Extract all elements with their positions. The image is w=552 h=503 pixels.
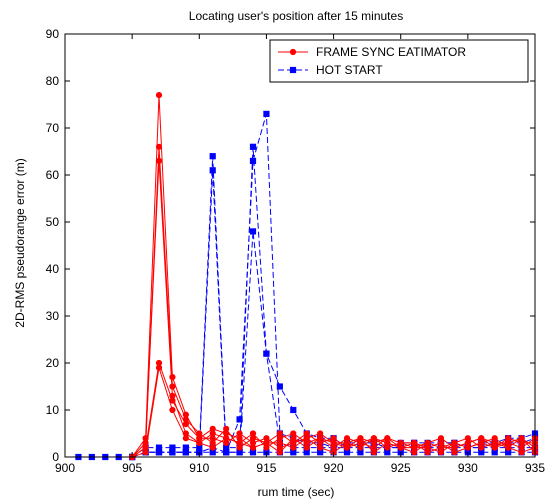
data-point (155, 92, 163, 99)
data-point (290, 430, 297, 437)
x-tick-label: 905 (122, 461, 142, 475)
data-point (317, 439, 324, 446)
data-point (223, 435, 230, 442)
data-point (155, 364, 163, 371)
data-point (263, 439, 270, 446)
y-tick-label: 50 (46, 215, 60, 229)
data-point (424, 449, 431, 456)
plot-frame (64, 33, 536, 458)
data-point (437, 435, 445, 442)
data-point (182, 421, 189, 428)
data-point (370, 439, 377, 446)
y-tick-label: 80 (46, 74, 60, 88)
data-point (236, 430, 243, 437)
data-point (290, 444, 297, 451)
data-point (424, 439, 431, 446)
data-point (518, 444, 525, 451)
data-point (397, 444, 404, 451)
data-point (209, 435, 216, 442)
data-point (263, 350, 270, 357)
data-point (142, 449, 149, 456)
data-point (169, 449, 176, 456)
data-point (249, 157, 257, 165)
y-tick-label: 60 (46, 168, 60, 182)
legend: FRAME SYNC EATIMATOR HOT START (269, 39, 529, 83)
x-axis-label: rum time (sec) (258, 485, 335, 499)
data-point (182, 449, 189, 456)
data-point (343, 439, 351, 446)
data-point (384, 444, 391, 451)
x-tick-label: 930 (458, 461, 478, 475)
chart-title: Locating user's position after 15 minute… (189, 9, 403, 23)
data-point (505, 444, 512, 451)
y-tick-label: 90 (46, 27, 60, 41)
x-tick-label: 915 (256, 461, 276, 475)
legend-marker (289, 48, 297, 56)
data-point (276, 383, 283, 390)
data-point (249, 228, 257, 235)
x-tick-label: 900 (55, 461, 75, 475)
data-point (196, 439, 203, 446)
data-point (223, 425, 230, 432)
x-tick-label: 910 (189, 461, 209, 475)
data-point (236, 416, 243, 423)
series-frame-sync-eatimator (129, 92, 539, 461)
data-point (236, 439, 243, 446)
y-tick-label: 0 (52, 450, 59, 464)
y-tick-label: 20 (46, 356, 60, 370)
data-point (249, 430, 257, 437)
data-point (209, 167, 216, 174)
data-point (249, 444, 257, 451)
data-point (276, 439, 283, 446)
data-point (263, 110, 270, 118)
data-point (223, 449, 230, 456)
y-tick-label: 30 (46, 309, 60, 323)
data-point (478, 435, 485, 442)
x-tick-label: 920 (324, 461, 344, 475)
data-point (357, 435, 364, 442)
data-point (249, 143, 257, 150)
data-point (290, 406, 297, 414)
y-tick-label: 10 (46, 403, 60, 417)
y-tick-label: 40 (46, 262, 60, 276)
data-point (155, 449, 163, 456)
x-tick-label: 925 (391, 461, 411, 475)
legend-box (269, 39, 529, 83)
y-axis-label: 2D-RMS pseudorange error (m) (13, 158, 27, 327)
data-point (451, 444, 458, 451)
legend-marker (289, 66, 297, 74)
data-point (303, 435, 310, 442)
data-point (155, 157, 163, 164)
data-point (411, 444, 418, 451)
data-point (478, 444, 485, 451)
data-point (169, 397, 176, 404)
x-tick-label: 935 (525, 461, 545, 475)
data-point (330, 439, 337, 446)
data-point (491, 439, 498, 446)
data-point (209, 153, 216, 160)
data-point (182, 435, 189, 442)
axes-layer: 900 905 910 915 920 925 930 935 0 10 20 30 40 50 60 70 8… (46, 27, 546, 475)
data-point (518, 435, 525, 442)
y-tick-label: 70 (46, 121, 60, 135)
data-point (384, 435, 391, 442)
data-point (464, 439, 471, 446)
data-point (437, 444, 445, 451)
legend-label: HOT START (316, 63, 383, 77)
legend-label: FRAME SYNC EATIMATOR (316, 45, 466, 59)
data-point (169, 406, 176, 414)
data-point (209, 444, 216, 451)
series-layer (75, 92, 539, 461)
data-point (155, 143, 163, 150)
data-point (317, 430, 324, 437)
